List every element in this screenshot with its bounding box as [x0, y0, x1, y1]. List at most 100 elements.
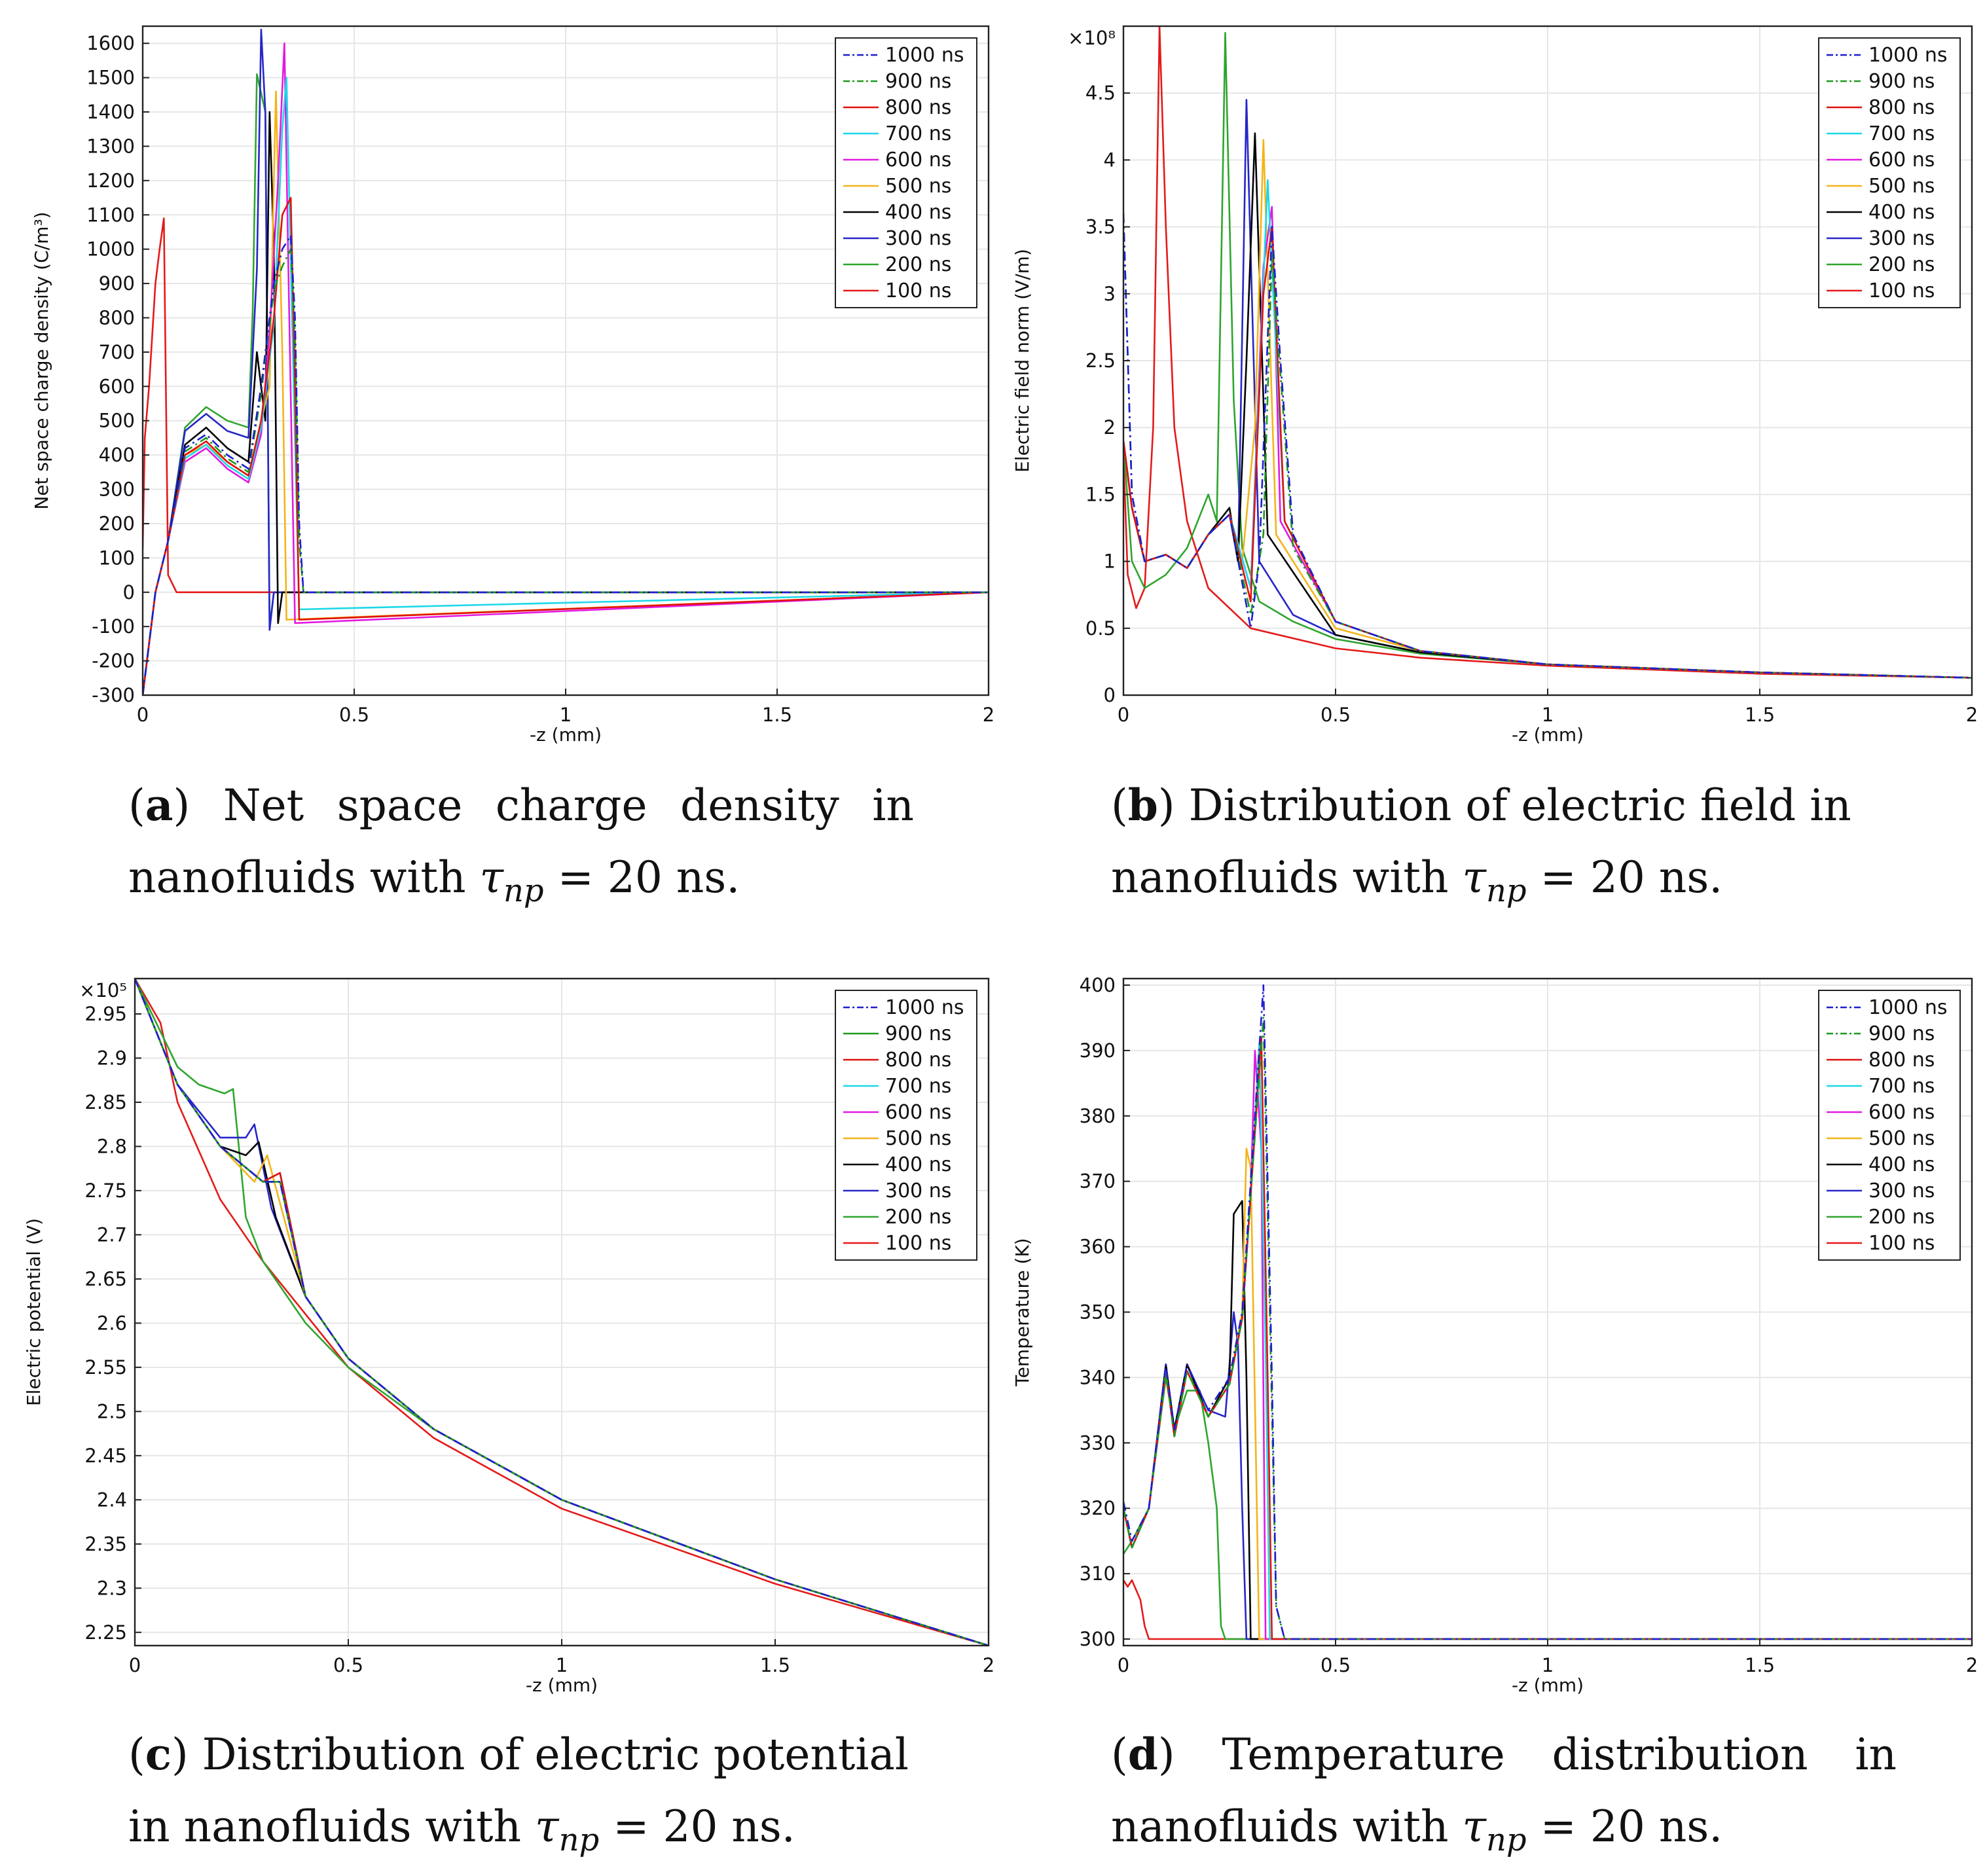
caption-d-line2: nanofluids with [1111, 1801, 1449, 1852]
series-b-1000ns [1123, 213, 1972, 679]
x-axis-label-d: -z (mm) [1512, 1674, 1584, 1696]
y-tick-label-b: 3.5 [1085, 216, 1116, 238]
legend-box-a [835, 37, 977, 308]
series-a-1000ns [143, 234, 989, 695]
y-exponent-b: ×10⁸ [1068, 27, 1116, 49]
x-tick-label-a: 1.5 [762, 704, 792, 726]
caption-a: (a) Net space charge density in nanoflui… [128, 780, 914, 910]
y-tick-label-a: -300 [92, 684, 135, 706]
y-tick-label-b: 2.5 [1085, 350, 1116, 372]
y-tick-label-a: 1200 [86, 170, 135, 192]
y-tick-label-a: 1300 [86, 135, 135, 157]
chart-c: 0 0.5 1 1.5 2 2.25 2.3 2.35 2.4 2.45 2.5 2.55 2.6 2.6… [23, 977, 994, 1696]
y-tick-label-d: 310 [1080, 1562, 1116, 1585]
legend-label-c: 100 ns [885, 1232, 951, 1255]
y-tick-label-c: 2.6 [97, 1312, 127, 1334]
series-group-c [135, 979, 989, 1646]
caption-c-line1: Distribution of electric potential [202, 1729, 909, 1780]
legend-label-b: 400 ns [1868, 201, 1935, 224]
series-c-900ns [135, 979, 989, 1646]
caption-a-tau: τ [479, 852, 503, 903]
caption-c-value: = 20 ns. [613, 1801, 795, 1852]
series-d-1000ns [1123, 984, 1972, 1640]
series-b-100ns [1123, 26, 1972, 679]
y-axis-label-d: Temperature (K) [1011, 1238, 1033, 1386]
x-tick-label-b: 2 [1966, 704, 1978, 726]
y-tick-label-c: 2.9 [97, 1047, 127, 1069]
caption-d-letter: d [1127, 1729, 1158, 1780]
y-tick-label-d: 320 [1080, 1497, 1116, 1519]
x-axis-label-c: -z (mm) [526, 1674, 598, 1696]
legend-label-d: 1000 ns [1868, 996, 1948, 1019]
chart-b: 0 0.5 1 1.5 2 0 0.5 1 1.5 2 2.5 3 3.5 4 4.5 ×10⁸ -z (mm)… [1011, 25, 1978, 746]
caption-a-value: = 20 ns. [557, 852, 740, 903]
legend-label-a: 500 ns [885, 175, 951, 198]
chart-a: 0 0.5 1 1.5 2 -300 -200 -100 0 100 200 300 400 500 600… [31, 25, 994, 746]
legend-label-b: 600 ns [1868, 149, 1935, 171]
y-tick-label-a: 1000 [86, 238, 135, 261]
y-tick-label-d: 360 [1080, 1236, 1116, 1258]
x-tick-label-b: 1 [1542, 704, 1554, 726]
y-tick-label-c: 2.3 [97, 1577, 127, 1599]
caption-b-line2: nanofluids with [1111, 852, 1449, 903]
legend-label-a: 600 ns [885, 149, 951, 171]
y-tick-label-d: 370 [1080, 1170, 1116, 1193]
legend-label-c: 200 ns [885, 1206, 951, 1229]
y-axis-label-a: Net space charge density (C/m³) [31, 211, 52, 509]
y-tick-label-a: 600 [99, 375, 135, 397]
legend-b: 1000 ns 900 ns 800 ns 700 ns 600 ns 500 ns 400… [1818, 37, 1961, 308]
y-tick-label-b: 3 [1104, 283, 1116, 305]
legend-label-b: 300 ns [1868, 227, 1935, 250]
legend-label-c: 500 ns [885, 1127, 951, 1150]
y-tick-label-c: 2.35 [84, 1533, 127, 1555]
x-tick-label-c: 0.5 [333, 1654, 363, 1676]
legend-label-b: 1000 ns [1868, 44, 1948, 67]
y-tick-label-d: 300 [1080, 1628, 1116, 1650]
legend-label-d: 300 ns [1868, 1180, 1935, 1202]
caption-a-sub: np [503, 873, 544, 910]
legend-label-d: 200 ns [1868, 1206, 1935, 1229]
legend-label-b: 800 ns [1868, 96, 1935, 119]
y-tick-label-b: 1.5 [1085, 483, 1116, 505]
legend-label-d: 800 ns [1868, 1049, 1935, 1072]
legend-box-b [1818, 37, 1961, 308]
y-tick-label-d: 400 [1080, 974, 1116, 996]
y-tick-label-a: 200 [99, 513, 135, 535]
legend-label-c: 900 ns [885, 1022, 951, 1045]
y-tick-label-d: 350 [1080, 1301, 1116, 1324]
x-tick-label-d: 2 [1966, 1654, 1978, 1676]
y-tick-label-a: 100 [99, 547, 135, 569]
x-tick-label-d: 1 [1542, 1654, 1554, 1676]
y-tick-label-c: 2.95 [84, 1003, 127, 1025]
x-tick-label-c: 1.5 [760, 1654, 790, 1676]
x-tick-label-d: 1.5 [1745, 1654, 1775, 1676]
y-tick-label-d: 390 [1080, 1039, 1116, 1062]
series-group-d [1123, 984, 1972, 1640]
x-axis-label-b: -z (mm) [1512, 724, 1584, 746]
legend-label-d: 600 ns [1868, 1101, 1935, 1124]
y-tick-label-a: 700 [99, 341, 135, 363]
caption-a-letter: a [145, 780, 173, 831]
y-tick-label-c: 2.4 [97, 1488, 127, 1511]
series-d-100ns [1123, 1579, 1972, 1640]
caption-d-line1: Temperature distribution in [1222, 1729, 1897, 1780]
y-tick-label-a: 1100 [86, 204, 135, 226]
y-tick-label-a: -100 [92, 615, 135, 638]
y-tick-label-c: 2.85 [84, 1091, 127, 1113]
y-tick-label-c: 2.7 [97, 1223, 127, 1246]
legend-label-c: 700 ns [885, 1075, 951, 1098]
y-tick-label-b: 0 [1104, 684, 1116, 706]
x-tick-label-c: 0 [129, 1654, 141, 1676]
legend-c: 1000 ns 900 ns 800 ns 700 ns 600 ns 500 ns 400… [835, 990, 977, 1261]
x-tick-label-a: 0 [137, 704, 149, 726]
legend-label-a: 800 ns [885, 96, 951, 119]
caption-b-sub: np [1485, 873, 1527, 910]
y-tick-label-c: 2.55 [84, 1356, 127, 1379]
chart-d: 0 0.5 1 1.5 2 300 310 320 330 340 350 360 370 380 390 4… [1011, 974, 1978, 1696]
x-tick-label-b: 0.5 [1320, 704, 1351, 726]
y-tick-label-a: 0 [123, 581, 135, 604]
caption-a-line1: Net space charge density in [223, 780, 914, 831]
series-b-200ns [1123, 31, 1972, 679]
legend-label-a: 700 ns [885, 122, 951, 145]
legend-label-d: 700 ns [1868, 1075, 1935, 1098]
